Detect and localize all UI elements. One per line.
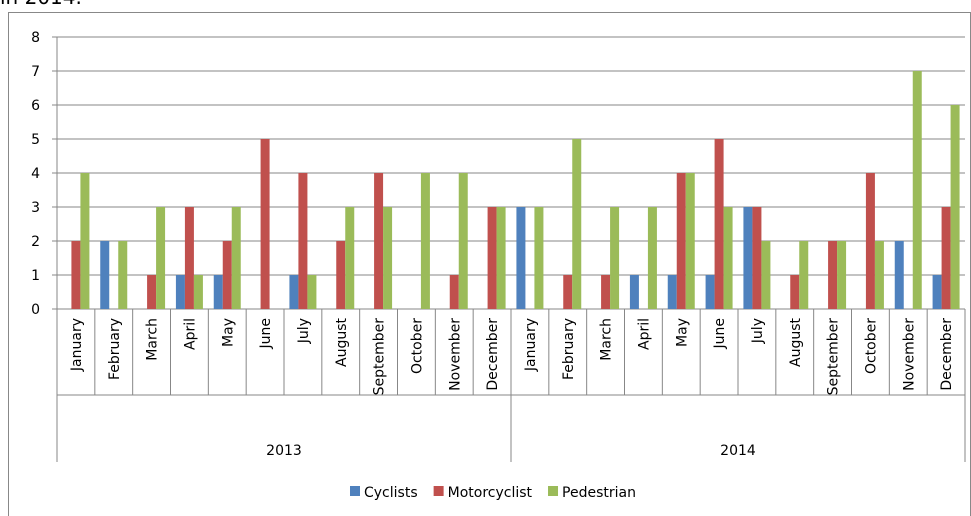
bar bbox=[516, 207, 526, 309]
bar bbox=[100, 241, 110, 309]
bar bbox=[601, 275, 611, 309]
x-tick-label: February bbox=[107, 318, 123, 380]
bar bbox=[874, 241, 884, 309]
bar bbox=[799, 241, 809, 309]
bar bbox=[449, 275, 459, 309]
bar bbox=[629, 275, 639, 309]
bar bbox=[345, 207, 355, 309]
x-tick-label: March bbox=[599, 318, 615, 361]
bar bbox=[71, 241, 81, 309]
y-tick-label: 6 bbox=[31, 98, 40, 114]
x-tick-label: April bbox=[182, 318, 198, 350]
bar bbox=[761, 241, 771, 309]
x-tick-label: May bbox=[220, 318, 236, 347]
y-tick-label: 1 bbox=[31, 268, 40, 284]
legend-label: Motorcyclist bbox=[448, 485, 533, 501]
bar bbox=[723, 207, 733, 309]
bar bbox=[563, 275, 573, 309]
x-tick-label: August bbox=[788, 317, 804, 367]
y-tick-label: 0 bbox=[31, 302, 40, 318]
x-tick-label: December bbox=[939, 318, 955, 391]
bar bbox=[932, 275, 942, 309]
bar bbox=[420, 173, 430, 309]
text-above: in 2014. bbox=[0, 0, 82, 9]
bar bbox=[496, 207, 506, 309]
bar bbox=[950, 105, 960, 309]
bar bbox=[458, 173, 468, 309]
y-tick-label: 8 bbox=[31, 30, 40, 46]
bar bbox=[260, 139, 270, 309]
bar bbox=[156, 207, 166, 309]
x-tick-label: January bbox=[69, 318, 85, 372]
x-tick-label: April bbox=[636, 318, 652, 350]
bar bbox=[705, 275, 715, 309]
bar bbox=[912, 71, 922, 309]
bar bbox=[752, 207, 762, 309]
x-tick-label: March bbox=[145, 318, 161, 361]
y-tick-label: 3 bbox=[31, 200, 40, 216]
bar bbox=[647, 207, 657, 309]
x-tick-label: February bbox=[561, 318, 577, 380]
group-label: 2013 bbox=[266, 443, 302, 459]
y-tick-label: 4 bbox=[31, 166, 40, 182]
bar bbox=[894, 241, 904, 309]
bar bbox=[610, 207, 620, 309]
bar bbox=[685, 173, 695, 309]
bar bbox=[147, 275, 157, 309]
bar bbox=[222, 241, 232, 309]
x-tick-label: September bbox=[826, 318, 842, 396]
x-tick-label: September bbox=[372, 318, 388, 396]
bar bbox=[307, 275, 317, 309]
x-tick-label: October bbox=[409, 318, 425, 374]
legend-label: Cyclists bbox=[364, 485, 418, 501]
x-tick-label: May bbox=[674, 318, 690, 347]
x-tick-label: June bbox=[258, 318, 274, 350]
bar bbox=[193, 275, 203, 309]
x-tick-label: October bbox=[863, 318, 879, 374]
bar bbox=[336, 241, 346, 309]
bar bbox=[743, 207, 753, 309]
bar bbox=[865, 173, 875, 309]
bar bbox=[298, 173, 308, 309]
bar bbox=[837, 241, 847, 309]
x-tick-label: July bbox=[750, 318, 766, 344]
x-tick-label: January bbox=[523, 318, 539, 372]
bar bbox=[676, 173, 686, 309]
bar bbox=[572, 139, 582, 309]
bar bbox=[828, 241, 838, 309]
x-tick-label: June bbox=[712, 318, 728, 350]
group-label: 2014 bbox=[720, 443, 756, 459]
bar bbox=[941, 207, 951, 309]
y-tick-label: 2 bbox=[31, 234, 40, 250]
bar bbox=[184, 207, 194, 309]
bar bbox=[118, 241, 128, 309]
bar bbox=[790, 275, 800, 309]
bar bbox=[231, 207, 241, 309]
x-tick-label: July bbox=[296, 318, 312, 344]
x-tick-label: December bbox=[485, 318, 501, 391]
legend-swatch bbox=[350, 486, 360, 496]
legend-swatch bbox=[433, 486, 444, 496]
bar bbox=[80, 173, 90, 309]
bar bbox=[175, 275, 185, 309]
bar bbox=[374, 173, 384, 309]
bar bbox=[383, 207, 393, 309]
legend-swatch bbox=[548, 486, 559, 496]
bar bbox=[714, 139, 724, 309]
legend-label: Pedestrian bbox=[562, 485, 636, 501]
x-tick-label: November bbox=[447, 318, 463, 391]
y-tick-label: 7 bbox=[31, 64, 40, 80]
bar bbox=[667, 275, 677, 309]
bar bbox=[487, 207, 497, 309]
bar bbox=[289, 275, 299, 309]
bar bbox=[213, 275, 223, 309]
x-tick-label: November bbox=[901, 318, 917, 391]
x-tick-label: August bbox=[334, 317, 350, 367]
bar bbox=[534, 207, 544, 309]
y-tick-label: 5 bbox=[31, 132, 40, 148]
